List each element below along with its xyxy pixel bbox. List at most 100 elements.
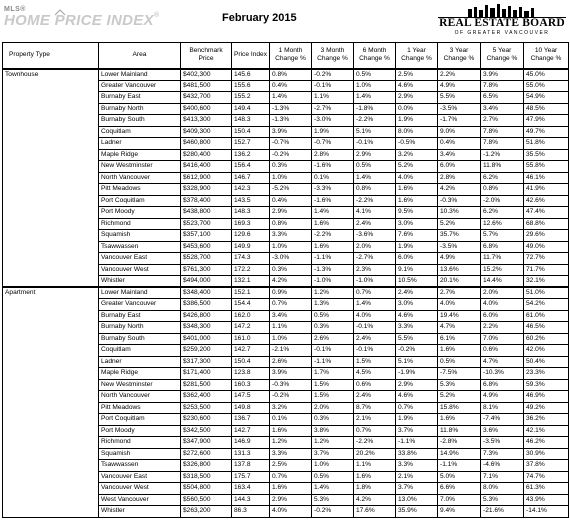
price-index-cell: 150.4 [231, 355, 270, 368]
change-1-year-cell: 33.8% [395, 447, 438, 460]
benchmark-price-cell: $612,900 [180, 171, 232, 184]
price-index-cell: 149.4 [231, 102, 270, 115]
col-header-6-month: 6 Month Change % [353, 42, 396, 69]
change-1-year-cell: 0.0% [395, 102, 438, 115]
benchmark-price-cell: $281,500 [180, 378, 232, 391]
change-3-month-cell: 2.8% [311, 148, 354, 161]
change-6-month-cell: 1.8% [353, 482, 396, 495]
col-header-5-year: 5 Year Change % [480, 42, 524, 69]
change-5-year-cell: -2.0% [480, 194, 524, 207]
change-10-year-cell: 74.7% [523, 470, 569, 483]
table-row: West Vancouver $560,500 144.3 2.9% 5.3% 4.2% 1… [3, 493, 569, 506]
benchmark-price-cell: $347,900 [180, 436, 232, 449]
table-row: Coquitlam $259,200 142.7 -2.1% -0.1% -0.1% -0.… [3, 344, 569, 357]
change-6-month-cell: 4.5% [353, 367, 396, 380]
change-5-year-cell: 4.9% [480, 390, 524, 403]
area-cell: Burnaby East [98, 309, 181, 322]
benchmark-price-cell: $402,300 [180, 67, 232, 81]
benchmark-price-cell: $504,800 [180, 482, 232, 495]
change-6-month-cell: -0.1% [353, 344, 396, 357]
area-cell: Pitt Meadows [98, 183, 181, 196]
change-5-year-cell: 2.0% [480, 286, 524, 299]
price-index-cell: 172.2 [231, 263, 270, 276]
change-1-month-cell: 3.3% [269, 229, 312, 242]
change-5-year-cell: -10.3% [480, 367, 524, 380]
change-3-year-cell: 2.7% [437, 286, 481, 299]
price-index-cell: 149.8 [231, 401, 270, 414]
mls-hpi-logo: MLS® HOME PRICE INDEX® [4, 4, 174, 36]
area-cell: Burnaby North [98, 102, 181, 115]
change-10-year-cell: 23.3% [523, 367, 569, 380]
change-1-year-cell: 4.6% [395, 309, 438, 322]
table-row: Pitt Meadows $328,900 142.3 -5.2% -3.3% 0.8% 1… [3, 183, 569, 196]
table-row: Maple Ridge $280,400 136.2 -0.2% 2.8% 2.9% 3.2… [3, 148, 569, 161]
change-1-month-cell: 0.8% [269, 217, 312, 230]
change-6-month-cell: -1.0% [353, 275, 396, 288]
change-6-month-cell: -2.2% [353, 114, 396, 127]
change-1-month-cell: 0.1% [269, 413, 312, 426]
table-row: Burnaby South $401,000 161.0 1.0% 2.6% 2.4% 5.… [3, 332, 569, 345]
benchmark-price-cell: $328,900 [180, 183, 232, 196]
benchmark-price-cell: $481,500 [180, 79, 232, 92]
change-6-month-cell: 4.1% [353, 206, 396, 219]
benchmark-price-cell: $230,600 [180, 413, 232, 426]
change-3-month-cell: -1.6% [311, 160, 354, 173]
change-10-year-cell: 42.6% [523, 194, 569, 207]
change-6-month-cell: 0.8% [353, 183, 396, 196]
benchmark-price-cell: $272,600 [180, 447, 232, 460]
change-5-year-cell: 6.8% [480, 378, 524, 391]
change-10-year-cell: 36.2% [523, 413, 569, 426]
change-5-year-cell: 2.7% [480, 114, 524, 127]
change-3-year-cell: 0.4% [437, 137, 481, 150]
benchmark-price-cell: $453,600 [180, 240, 232, 253]
change-10-year-cell: 60.2% [523, 332, 569, 345]
area-cell: Richmond [98, 436, 181, 449]
price-index-cell: 142.7 [231, 344, 270, 357]
change-3-month-cell: 2.0% [311, 401, 354, 414]
table-row: Vancouver East $318,500 175.7 0.7% 0.5% 1.6% 2… [3, 470, 569, 483]
property-type-cell: Townhouse [2, 67, 99, 288]
property-type-cell: Apartment [2, 286, 99, 518]
change-3-year-cell: 0.5% [437, 355, 481, 368]
change-3-month-cell: -0.2% [311, 505, 354, 518]
change-3-year-cell: 6.1% [437, 332, 481, 345]
change-3-month-cell: 1.3% [311, 298, 354, 311]
benchmark-price-cell: $401,000 [180, 332, 232, 345]
benchmark-price-cell: $342,500 [180, 424, 232, 437]
price-index-cell: 143.5 [231, 194, 270, 207]
change-3-year-cell: 4.9% [437, 252, 481, 265]
report-month: February 2015 [222, 12, 297, 24]
change-5-year-cell: 8.0% [480, 482, 524, 495]
change-1-month-cell: -3.0% [269, 252, 312, 265]
change-5-year-cell: 6.2% [480, 206, 524, 219]
change-1-year-cell: 13.0% [395, 493, 438, 506]
table-row: Apartment Lower Mainland $348,400 152.1 0.9%… [2, 286, 569, 518]
change-5-year-cell: 7.8% [480, 137, 524, 150]
change-6-month-cell: 2.9% [353, 148, 396, 161]
change-5-year-cell: -3.5% [480, 436, 524, 449]
price-index-cell: 123.8 [231, 367, 270, 380]
change-3-month-cell: 1.2% [311, 436, 354, 449]
area-cell: Tsawwassen [98, 459, 181, 472]
change-10-year-cell: 55.0% [523, 79, 569, 92]
change-6-month-cell: 1.1% [353, 459, 396, 472]
change-10-year-cell: 51.0% [523, 286, 569, 299]
change-6-month-cell: -2.2% [353, 436, 396, 449]
change-10-year-cell: 72.7% [523, 252, 569, 265]
change-10-year-cell: 61.3% [523, 482, 569, 495]
table-row: Port Coquitlam $378,400 143.5 0.4% -1.6% -2.2… [3, 194, 569, 207]
change-3-year-cell: 13.6% [437, 263, 481, 276]
change-3-month-cell: 0.3% [311, 413, 354, 426]
change-3-year-cell: 3.4% [437, 148, 481, 161]
change-6-month-cell: -2.7% [353, 252, 396, 265]
change-5-year-cell: 11.7% [480, 252, 524, 265]
change-5-year-cell: 5.7% [480, 229, 524, 242]
area-cell: Squamish [98, 447, 181, 460]
area-cell: Lower Mainland [98, 286, 181, 299]
change-3-month-cell: 1.5% [311, 390, 354, 403]
change-3-year-cell: -1.7% [437, 114, 481, 127]
change-1-year-cell: 2.5% [395, 67, 438, 81]
change-10-year-cell: 59.3% [523, 378, 569, 391]
price-index-cell: 152.1 [231, 286, 270, 299]
area-cell: Vancouver East [98, 470, 181, 483]
